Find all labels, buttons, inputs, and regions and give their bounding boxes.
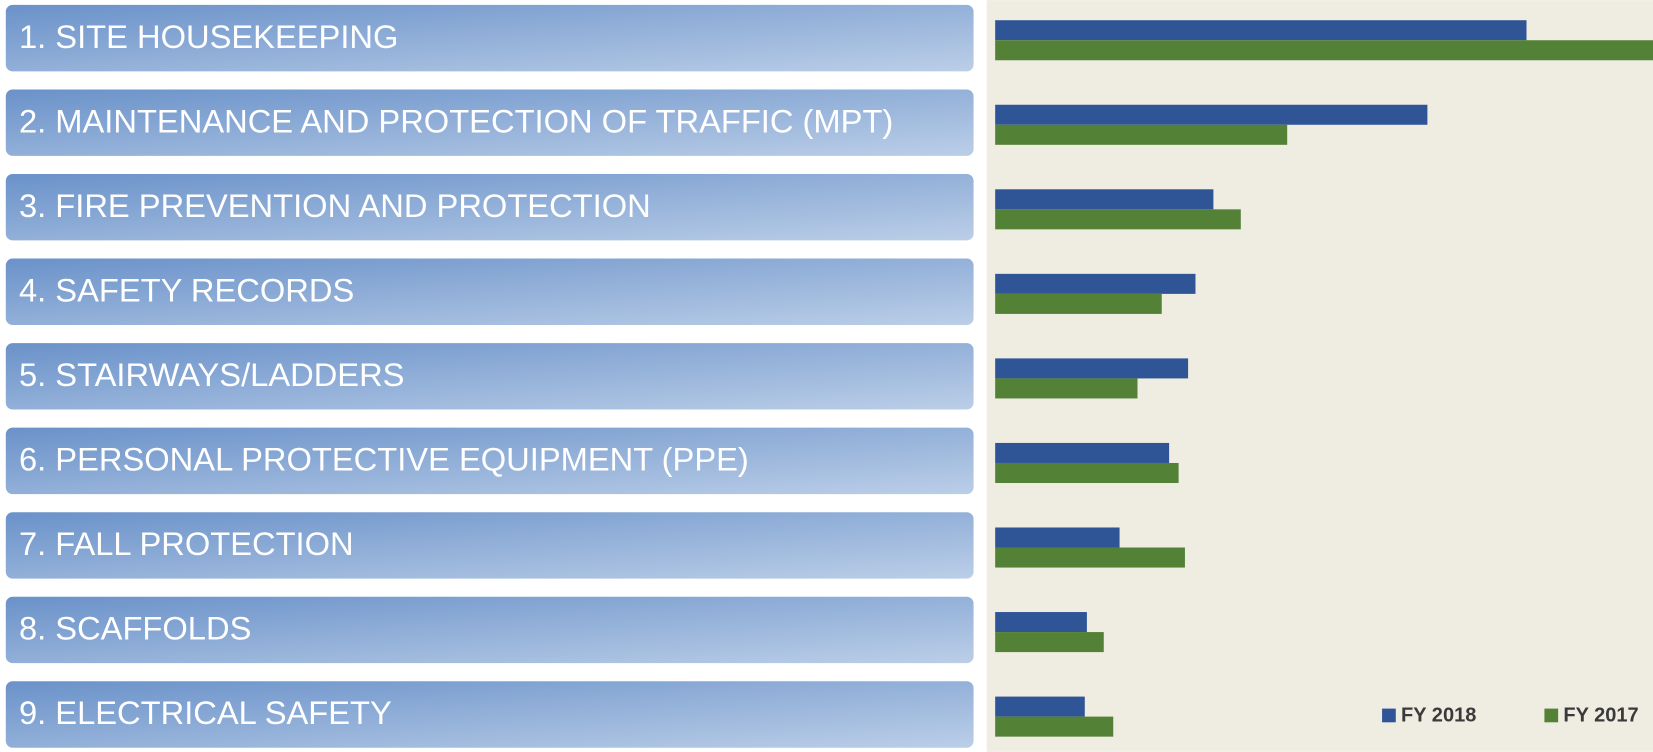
bar: [995, 612, 1087, 633]
legend-label: FY 2017: [1563, 704, 1638, 726]
category-label: 6. PERSONAL PROTECTIVE EQUIPMENT (PPE): [19, 441, 749, 478]
bar: [995, 293, 1162, 314]
category-box: [2, 678, 977, 751]
category-label: 8. SCAFFOLDS: [19, 610, 251, 647]
bar: [995, 696, 1085, 717]
category-label: 2. MAINTENANCE AND PROTECTION OF TRAFFIC…: [19, 102, 893, 139]
bar: [995, 527, 1120, 548]
bar: [995, 20, 1527, 41]
bar: [995, 40, 1653, 61]
bar: [995, 273, 1196, 294]
bar: [995, 632, 1104, 653]
bar: [995, 547, 1185, 568]
category-box: [2, 1, 977, 75]
bar: [995, 442, 1170, 463]
bar: [995, 124, 1288, 145]
category-box: [2, 509, 977, 582]
category-box: [2, 255, 977, 329]
bar: [995, 209, 1241, 230]
category-label: 9. ELECTRICAL SAFETY: [19, 694, 392, 731]
category-label: 7. FALL PROTECTION: [19, 525, 354, 562]
category-box: [2, 593, 977, 667]
legend-swatch: [1382, 708, 1396, 723]
bar: [995, 358, 1189, 379]
bar: [995, 104, 1428, 125]
category-label: 4. SAFETY RECORDS: [19, 271, 354, 308]
legend-swatch: [1544, 708, 1559, 723]
legend-label: FY 2018: [1401, 704, 1476, 726]
category-label: 5. STAIRWAYS/LADDERS: [19, 356, 405, 393]
bar: [995, 378, 1138, 399]
category-box: [2, 339, 977, 413]
category-box: [2, 86, 977, 160]
bar: [995, 716, 1114, 737]
bar: [995, 189, 1214, 210]
category-label: 3. FIRE PREVENTION AND PROTECTION: [19, 187, 651, 224]
category-box: [2, 424, 977, 498]
category-label: 1. SITE HOUSEKEEPING: [19, 18, 398, 55]
bar: [995, 462, 1179, 484]
category-box: [2, 170, 977, 244]
